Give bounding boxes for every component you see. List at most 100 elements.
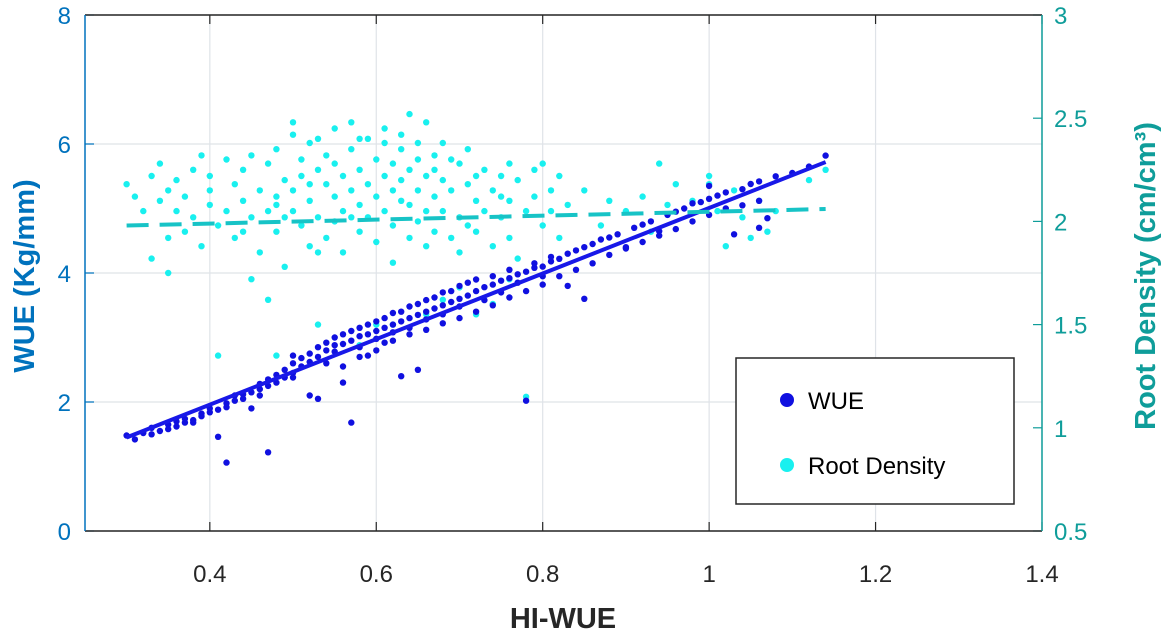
wue-point: [448, 298, 455, 306]
root-density-point: [323, 152, 330, 159]
root-density-point: [339, 172, 347, 180]
wue-point: [614, 231, 621, 238]
wue-point: [622, 245, 630, 252]
root-density-point: [289, 187, 297, 194]
root-density-point: [256, 249, 263, 256]
wue-point: [339, 363, 347, 370]
root-density-point: [464, 222, 471, 229]
root-density-point: [331, 160, 338, 167]
root-density-point: [156, 197, 164, 204]
root-density-point: [281, 176, 288, 184]
wue-point: [514, 271, 521, 278]
wue-point: [256, 392, 263, 399]
root-density-point: [281, 214, 288, 221]
root-density-point: [489, 243, 496, 250]
wue-point: [572, 266, 580, 273]
root-density-point: [456, 160, 463, 167]
wue-point: [148, 431, 155, 438]
wue-point: [556, 255, 563, 262]
root-density-point: [348, 146, 355, 153]
root-density-point: [439, 207, 446, 215]
wue-point: [289, 374, 297, 381]
root-density-point: [181, 193, 189, 200]
root-density-point: [373, 156, 380, 163]
root-density-point: [248, 214, 255, 221]
root-density-point: [289, 119, 297, 126]
wue-point: [381, 339, 388, 346]
root-density-point: [506, 160, 513, 167]
root-density-point: [331, 125, 338, 132]
root-density-point: [389, 160, 397, 167]
wue-point: [464, 292, 471, 299]
wue-point: [406, 331, 413, 338]
root-density-point: [123, 181, 130, 188]
wue-point: [156, 427, 164, 435]
root-density-point: [314, 135, 322, 142]
root-density-point: [264, 296, 272, 303]
root-density-point: [273, 228, 280, 235]
root-density-point: [481, 166, 488, 173]
root-density-point: [314, 321, 322, 328]
root-density-point: [323, 234, 330, 242]
wue-point: [456, 314, 463, 322]
wue-point: [464, 279, 471, 286]
root-density-point: [464, 181, 471, 188]
root-density-point: [381, 207, 388, 215]
wue-point: [356, 353, 363, 361]
right-y-tick-label: 0.5: [1054, 519, 1087, 546]
root-density-point: [722, 243, 729, 250]
wue-point: [131, 436, 139, 443]
wue-point: [472, 308, 480, 315]
root-density-point: [298, 172, 305, 180]
wue-point: [705, 182, 713, 190]
right-y-tick-label: 2.5: [1054, 106, 1087, 133]
right-y-tick-label: 1: [1054, 416, 1067, 443]
root-density-point: [431, 228, 438, 235]
root-density-point: [173, 176, 180, 184]
root-density-point: [705, 172, 713, 180]
root-density-point: [306, 197, 313, 204]
wue-point: [389, 337, 397, 344]
legend-label-root-density: Root Density: [808, 453, 945, 480]
wue-point: [314, 353, 322, 361]
wue-point: [231, 397, 238, 404]
wue-point: [581, 295, 588, 302]
wue-point: [414, 300, 422, 308]
root-density-point: [206, 187, 213, 194]
wue-point: [597, 236, 605, 243]
root-density-point: [448, 156, 455, 163]
axes: 0.4 0.6 0.8 1 1.2 1.4 0 2 4 6 8 0.5 1 1.5 2 2.5 3: [58, 3, 1088, 588]
root-density-point: [423, 119, 430, 126]
root-density-point: [190, 214, 197, 221]
root-density-point: [556, 172, 563, 180]
x-tick-label: 1.2: [859, 561, 892, 588]
wue-point: [589, 260, 596, 267]
root-density-point: [656, 160, 663, 167]
left-y-tick-label: 8: [58, 3, 71, 30]
wue-point: [306, 350, 313, 357]
root-density-point: [497, 193, 505, 200]
wue-point: [439, 289, 446, 296]
root-density-point: [597, 222, 605, 229]
wue-point: [689, 218, 696, 225]
wue-point: [239, 395, 247, 402]
root-density-point: [206, 201, 213, 209]
wue-point: [672, 225, 679, 233]
wue-point: [414, 311, 422, 319]
root-density-point: [331, 193, 338, 200]
wue-point: [381, 324, 388, 331]
wue-point: [581, 244, 588, 251]
wue-point: [331, 342, 338, 349]
root-density-point: [398, 197, 405, 204]
wue-point: [739, 202, 746, 209]
wue-point: [714, 192, 721, 199]
wue-point: [431, 305, 438, 312]
root-density-point: [564, 201, 571, 209]
root-density-point: [414, 187, 422, 194]
root-density-point: [822, 166, 829, 173]
root-density-point: [464, 146, 471, 153]
root-density-point: [664, 201, 671, 209]
root-density-point: [431, 152, 438, 159]
wue-point: [190, 419, 197, 426]
root-density-point: [165, 187, 172, 194]
